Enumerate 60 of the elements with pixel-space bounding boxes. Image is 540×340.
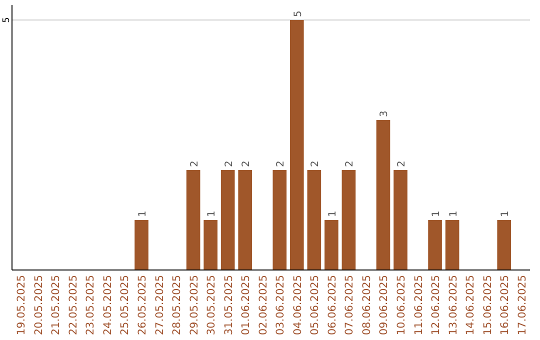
x-tick-label: 21.05.2025 [50, 275, 62, 336]
data-label: 1 [431, 210, 442, 217]
data-label: 5 [292, 10, 304, 17]
bar [238, 170, 252, 270]
x-tick-label: 03.06.2025 [274, 275, 287, 336]
x-tick-label: 05.06.2025 [309, 275, 322, 336]
bar [428, 220, 442, 270]
data-label: 1 [206, 210, 218, 217]
x-tick-label: 19.05.2025 [16, 275, 28, 336]
bar [272, 170, 287, 270]
x-tick-label: 11.06.2025 [412, 275, 425, 336]
bar [445, 220, 460, 270]
data-label: 2 [344, 160, 356, 167]
data-label: 2 [189, 160, 200, 167]
bar [324, 220, 338, 270]
x-tick-label: 04.06.2025 [292, 275, 304, 336]
bar [307, 170, 322, 270]
x-tick-label: 15.06.2025 [482, 275, 494, 336]
data-label: 2 [310, 160, 322, 167]
bar [376, 120, 390, 270]
data-label: 2 [241, 160, 252, 167]
bar [497, 220, 512, 270]
data-label: 1 [138, 210, 148, 217]
x-tick-label: 07.06.2025 [344, 275, 356, 336]
x-tick-label: 12.06.2025 [430, 275, 442, 336]
data-label: 1 [500, 210, 512, 217]
x-tick-label: 16.06.2025 [499, 275, 512, 336]
bar [290, 20, 304, 270]
x-tick-label: 30.05.2025 [206, 275, 218, 336]
x-tick-label: 29.05.2025 [188, 275, 200, 336]
data-label: 3 [379, 110, 390, 117]
x-tick-label: 27.05.2025 [154, 275, 166, 336]
x-tick-label: 01.06.2025 [240, 275, 252, 336]
x-tick-label: 08.06.2025 [360, 275, 373, 336]
x-tick-label: 26.05.2025 [136, 275, 148, 336]
x-tick-label: 13.06.2025 [447, 275, 460, 336]
x-tick-label: 28.05.2025 [171, 275, 184, 336]
data-label: 1 [327, 210, 338, 217]
x-tick-label: 10.06.2025 [396, 275, 408, 336]
bar [342, 170, 356, 270]
x-tick-label: 24.05.2025 [102, 275, 114, 336]
data-label: 2 [396, 160, 408, 167]
x-tick-label: 17.06.2025 [516, 275, 528, 336]
bar [204, 220, 218, 270]
data-label: 1 [448, 210, 460, 217]
bar [134, 220, 148, 270]
x-tick-label: 31.05.2025 [222, 275, 235, 336]
x-tick-label: 02.06.2025 [257, 275, 270, 336]
data-label: 2 [276, 160, 287, 167]
x-tick-label: 09.06.2025 [378, 275, 390, 336]
x-tick-label: 06.06.2025 [326, 275, 338, 336]
bar [394, 170, 408, 270]
x-tick-label: 14.06.2025 [464, 275, 477, 336]
bar [186, 170, 200, 270]
data-label: 2 [224, 160, 235, 167]
x-tick-label: 22.05.2025 [67, 275, 80, 336]
x-tick-label: 23.05.2025 [84, 275, 97, 336]
bar [220, 170, 235, 270]
x-tick-label: 25.05.2025 [119, 275, 132, 336]
x-tick-label: 20.05.2025 [32, 275, 45, 336]
